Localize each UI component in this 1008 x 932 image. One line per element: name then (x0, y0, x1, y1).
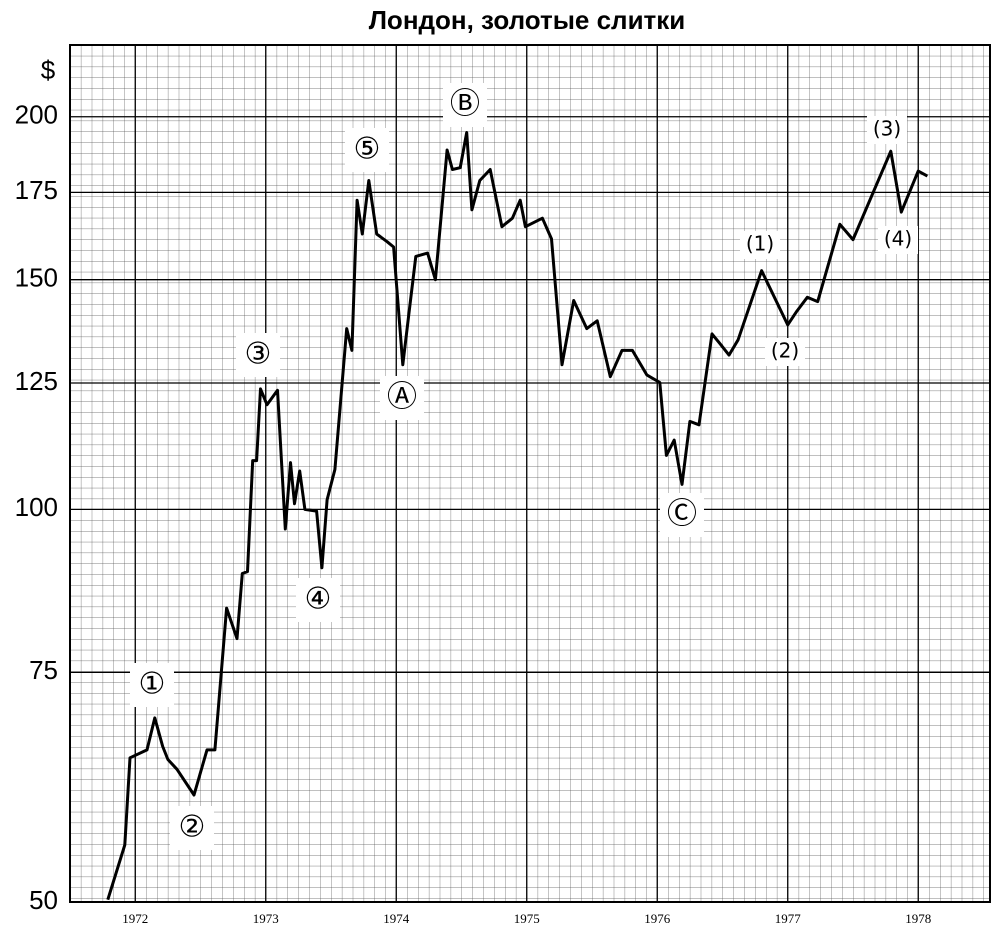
annotation-bg (765, 338, 805, 366)
x-tick-label: 1978 (905, 911, 931, 926)
annotation-bg (867, 116, 907, 144)
wave-label: ④ (305, 582, 332, 617)
wave-label: ③ (245, 337, 272, 372)
annotation-bg (380, 376, 424, 420)
plot-layer: 50 75 100 125 150 175 200 1972 1973 1974 1975 1976 1… (15, 45, 990, 926)
x-tick-label: 1974 (383, 911, 410, 926)
annotation-bg (443, 83, 487, 127)
x-tick-label: 1973 (253, 911, 279, 926)
x-tick-label: 1977 (775, 911, 802, 926)
wave-label: (4) (884, 227, 912, 251)
wave-label: Ⓐ (387, 380, 417, 415)
x-tick-label: 1976 (644, 911, 671, 926)
wave-label: (2) (771, 339, 799, 363)
y-tick-label: 75 (29, 655, 58, 685)
annotation-bg (660, 493, 704, 537)
wave-label: ① (139, 667, 166, 702)
y-axis-label: $ (41, 55, 56, 85)
annotation-bg (170, 806, 214, 850)
y-tick-label: 200 (15, 100, 58, 130)
annotation-bg (345, 128, 389, 172)
wave-label: (1) (746, 232, 774, 256)
y-tick-label: 100 (15, 492, 58, 522)
y-tick-label: 50 (29, 885, 58, 915)
wave-label: (3) (873, 117, 901, 141)
y-tick-label: 150 (15, 263, 58, 293)
y-tick-label: 125 (15, 366, 58, 396)
wave-label: Ⓒ (667, 497, 697, 532)
annotation-bg (878, 226, 918, 254)
x-tick-label: 1972 (122, 911, 148, 926)
y-tick-label: 175 (15, 175, 58, 205)
wave-label: ⑤ (354, 132, 381, 167)
annotation-bg (130, 663, 174, 707)
price-line (106, 131, 929, 901)
graph-paper (70, 45, 990, 902)
annotation-bg (740, 231, 780, 259)
wave-label: Ⓑ (450, 87, 480, 122)
chart-title: Лондон, золотые слитки (369, 5, 686, 35)
x-tick-label: 1975 (514, 911, 540, 926)
annotation-bg (296, 578, 340, 622)
wave-label: ② (179, 810, 206, 845)
annotation-bg (236, 333, 280, 377)
